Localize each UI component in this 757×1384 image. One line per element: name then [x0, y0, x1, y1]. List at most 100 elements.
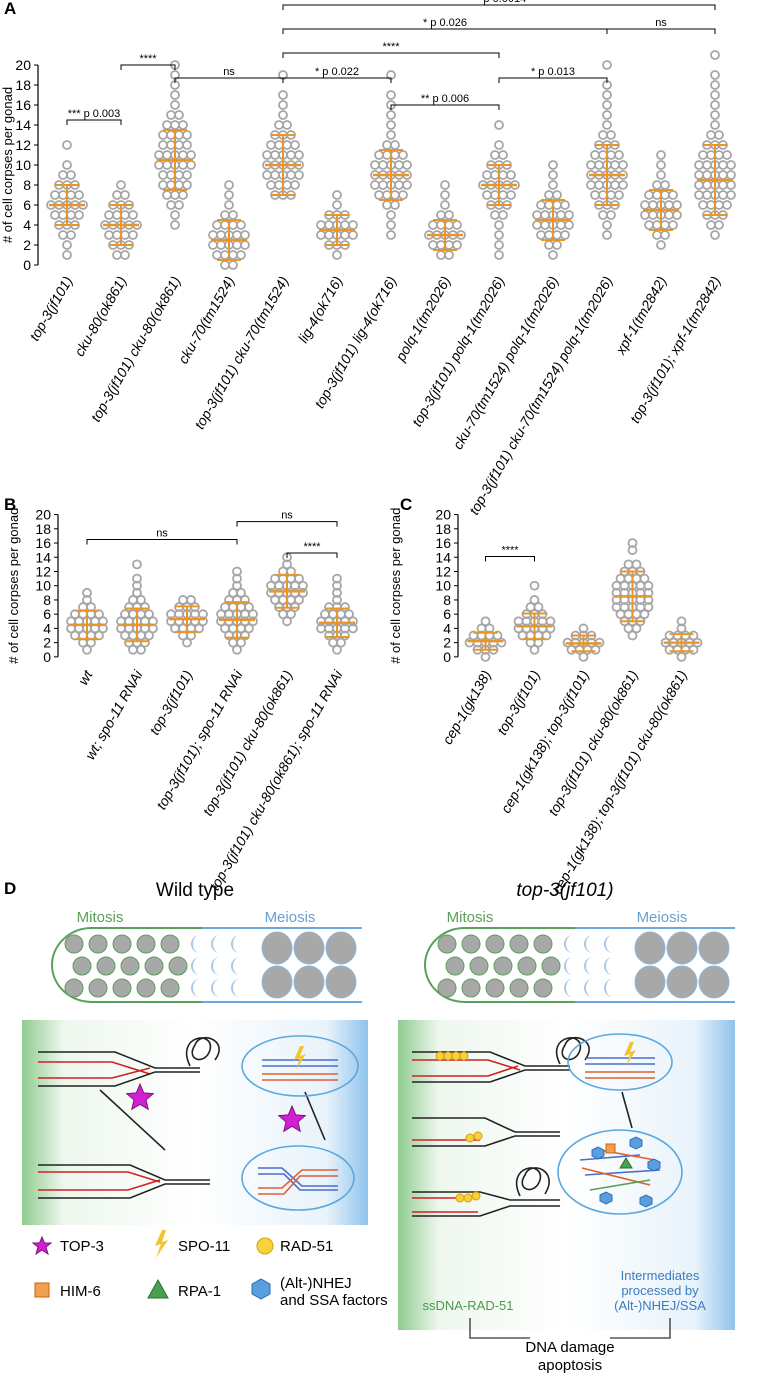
data-point	[266, 140, 276, 150]
data-point	[120, 250, 130, 260]
data-point	[158, 140, 168, 150]
germ-cell	[160, 978, 180, 998]
data-point	[66, 170, 76, 180]
data-point	[490, 190, 500, 200]
data-point	[532, 220, 542, 230]
data-point	[386, 210, 396, 220]
significance-bracket	[66, 119, 122, 125]
data-point	[436, 240, 446, 250]
data-point	[166, 170, 176, 180]
data-point	[82, 644, 92, 655]
meiotic-cell	[584, 935, 593, 953]
data-point	[332, 644, 342, 655]
data-point	[602, 120, 612, 130]
data-point	[178, 150, 188, 160]
data-point	[627, 630, 638, 641]
data-point	[136, 644, 146, 655]
data-point	[170, 100, 180, 110]
data-point	[564, 210, 574, 220]
x-tick-label: top-3(jf101) polq-1(tm2026)	[409, 274, 508, 430]
data-point	[182, 180, 192, 190]
data-point	[116, 180, 126, 190]
meiotic-cell	[211, 979, 220, 997]
data-point	[154, 150, 164, 160]
data-point	[112, 230, 122, 240]
data-point	[606, 130, 616, 140]
data-point	[548, 180, 558, 190]
data-point	[436, 210, 446, 220]
data-point	[544, 200, 554, 210]
oocyte	[666, 965, 698, 999]
data-point	[174, 110, 184, 120]
data-point	[136, 595, 146, 605]
data-point	[282, 180, 292, 190]
data-point	[710, 80, 720, 90]
data-point	[714, 130, 724, 140]
top3-star	[125, 1082, 155, 1111]
meiotic-cell	[584, 957, 593, 975]
data-point	[112, 190, 122, 200]
data-point	[332, 200, 342, 210]
data-point	[390, 140, 400, 150]
data-point	[212, 220, 222, 230]
data-point	[282, 120, 292, 130]
x-tick-label: top-3(jf101)	[26, 274, 76, 344]
data-point	[698, 200, 708, 210]
data-point	[66, 230, 76, 240]
y-tick-label: 0	[443, 649, 451, 665]
data-point	[594, 180, 604, 190]
data-point	[178, 160, 188, 170]
data-point	[606, 150, 616, 160]
data-point	[631, 623, 642, 634]
data-point	[182, 140, 192, 150]
panel-label: B	[4, 495, 16, 514]
data-point	[664, 630, 675, 641]
data-point	[590, 150, 600, 160]
data-point	[710, 110, 720, 120]
data-point	[506, 170, 516, 180]
meiotic-cell	[604, 957, 613, 975]
significance-label: ** p 0.006	[421, 93, 469, 105]
data-point	[228, 260, 238, 270]
data-point	[162, 190, 172, 200]
data-point	[66, 190, 76, 200]
data-point	[706, 150, 716, 160]
legend-label: RAD-51	[280, 1238, 333, 1255]
significance-bracket	[174, 77, 284, 83]
data-point	[370, 160, 380, 170]
germ-cell	[469, 956, 489, 976]
panel-label: A	[4, 0, 16, 18]
data-point	[672, 200, 682, 210]
data-point	[82, 587, 92, 598]
data-point	[182, 170, 192, 180]
data-point	[158, 180, 168, 190]
data-point	[248, 609, 258, 620]
data-point	[244, 623, 254, 634]
y-tick-label: 6	[443, 606, 451, 622]
x-tick-label: cep-1(gk138)	[439, 668, 494, 747]
legend-label: (Alt-)NHEJ	[280, 1275, 352, 1292]
meiotic-cell	[231, 979, 240, 997]
data-point	[158, 170, 168, 180]
data-point	[294, 150, 304, 160]
data-point	[386, 130, 396, 140]
y-tick-label: 0	[43, 649, 51, 665]
data-point	[386, 220, 396, 230]
y-tick-label: 6	[23, 197, 31, 213]
data-point	[664, 200, 674, 210]
x-tick-label: top-3(jf101) cku-70(tm1524)	[191, 274, 292, 432]
data-point	[340, 602, 350, 612]
data-point	[643, 580, 654, 591]
data-point	[104, 210, 114, 220]
data-point	[602, 230, 612, 240]
data-point	[718, 190, 728, 200]
data-point	[544, 240, 554, 250]
data-point	[702, 160, 712, 170]
data-point	[440, 190, 450, 200]
data-point	[374, 150, 384, 160]
significance-label: *** p 0.003	[68, 108, 121, 120]
data-point	[726, 160, 736, 170]
data-point	[578, 623, 589, 634]
